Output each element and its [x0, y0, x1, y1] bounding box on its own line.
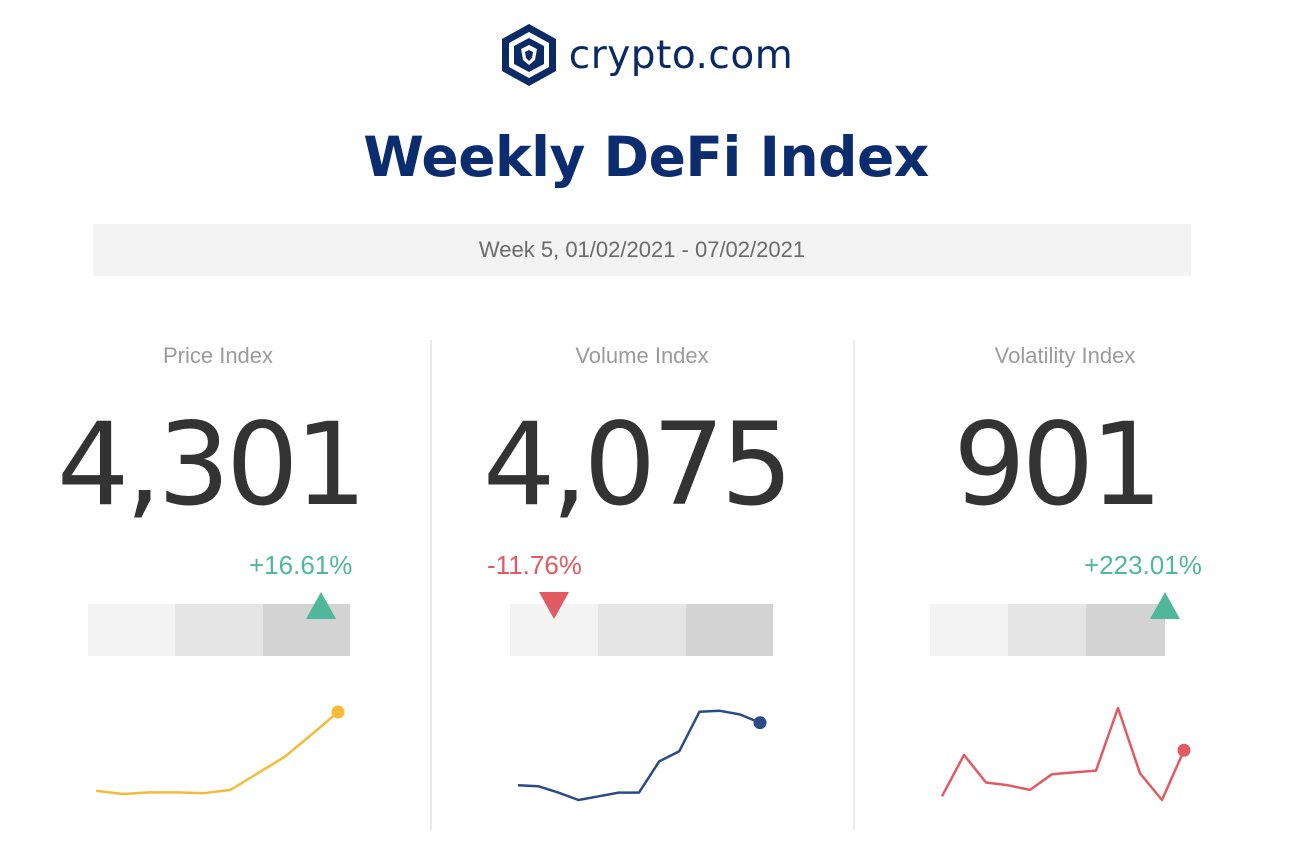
sparkline-endpoint — [1177, 743, 1191, 757]
sparkline-path — [95, 711, 339, 796]
volatility-index-value: 901 — [953, 398, 1163, 531]
price-index-change: +16.61% — [249, 550, 353, 580]
week-range-text: Week 5, 01/02/2021 - 07/02/2021 — [478, 237, 806, 262]
volume-index-change: -11.76% — [487, 550, 582, 580]
gauge-segment-low — [930, 604, 1008, 656]
price-index-up-arrow-icon — [306, 592, 336, 619]
gauge-segment-mid — [598, 604, 686, 656]
volume-index-down-arrow-icon — [539, 592, 569, 619]
price-index-sparkline — [95, 705, 345, 796]
volume-index-value: 4,075 — [482, 398, 793, 531]
volume-index-gauge — [510, 604, 773, 656]
column-divider — [430, 340, 432, 830]
volume-index-sparkline — [517, 709, 767, 802]
price-index-value: 4,301 — [56, 398, 367, 531]
gauge-segment-mid — [175, 604, 263, 656]
sparkline-endpoint — [753, 716, 767, 730]
price-index-label: Price Index — [162, 343, 274, 368]
gauge-segment-mid — [1008, 604, 1086, 656]
sparkline-endpoint — [331, 705, 345, 719]
sparkline-path — [940, 706, 1186, 802]
logo-text: crypto.com — [568, 32, 794, 78]
volatility-index-up-arrow-icon — [1150, 592, 1180, 619]
sparkline-path — [517, 709, 761, 802]
logo: crypto.com — [0, 22, 1292, 88]
volatility-index-label: Volatility Index — [994, 343, 1136, 368]
crypto-com-lion-icon — [501, 24, 556, 86]
volatility-index-gauge — [930, 604, 1165, 656]
volatility-index-sparkline — [940, 706, 1191, 802]
page-title: Weekly DeFi Index — [363, 125, 929, 189]
gauge-segment-low — [88, 604, 175, 656]
week-range-bar: Week 5, 01/02/2021 - 07/02/2021 — [93, 224, 1191, 276]
volatility-index-change: +223.01% — [1084, 550, 1202, 580]
gauge-segment-high — [686, 604, 773, 656]
volume-index-label: Volume Index — [575, 343, 709, 368]
column-divider — [853, 340, 855, 830]
